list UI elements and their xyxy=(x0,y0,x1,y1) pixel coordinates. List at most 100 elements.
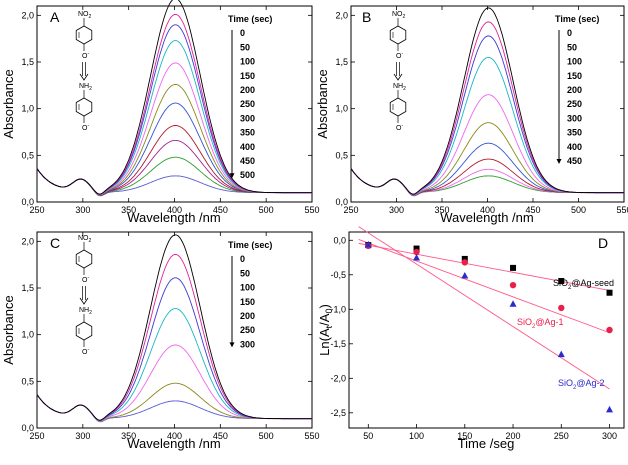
panel-a-xtick-label: 500 xyxy=(259,205,274,215)
panel-a-curve-t50 xyxy=(36,14,312,195)
panel-a-nitro-label: NO2 xyxy=(78,11,92,20)
panel-c-phenolate-top-label: O- xyxy=(82,275,89,284)
panel-c-ylabel: Absorbance xyxy=(1,295,16,364)
panel-a-curve-t350 xyxy=(36,125,312,196)
panel-a-phenolate-top-label: O- xyxy=(82,51,89,60)
panel-a-frame xyxy=(36,5,313,203)
panel-c-time-title: Time (sec) xyxy=(228,240,272,250)
panel-a-ytick-label: 1,0 xyxy=(21,104,34,114)
panel-c-curve-t300 xyxy=(36,394,312,423)
panel-b-time-350: 350 xyxy=(567,128,582,138)
panel-d-fit-line xyxy=(358,242,610,291)
panel-b-time-50: 50 xyxy=(567,42,577,52)
panel-d-point-ag1 xyxy=(509,281,517,289)
panel-b-ring-top xyxy=(389,25,407,45)
panel-a-time-50: 50 xyxy=(240,42,250,52)
panel-d-fit-line xyxy=(358,239,610,334)
panel-b-curve-t150 xyxy=(350,56,624,196)
panel-b-ytick-label: 2,0 xyxy=(335,10,348,20)
panel-b-time-legend: Time (sec) 0 50 100 150 200 250 300 350 400 450 xyxy=(555,14,599,166)
panel-a-xtick-label: 250 xyxy=(29,205,44,215)
panel-c-ytick-label: 1,0 xyxy=(21,330,34,340)
panel-d-ytick-label: -1,5 xyxy=(330,339,346,349)
panel-a-ring-top xyxy=(75,25,93,45)
panel-b-amine-label: NH2 xyxy=(393,83,406,92)
panel-d-point-seed xyxy=(413,245,420,252)
panel-a-xtick-label: 350 xyxy=(121,205,136,215)
panel-b-xtick-label: 550 xyxy=(616,205,628,215)
panel-c-letter: C xyxy=(50,235,60,251)
panel-b-reaction-scheme: NO2 O- NH2 O- xyxy=(389,11,407,132)
panel-d-ytick-label: -2,0 xyxy=(330,373,346,383)
panel-b-time-arrow-head xyxy=(556,159,562,164)
panel-a-time-legend: Time (sec) 0 50 100 150 200 250 300 350 400 450 500 xyxy=(228,14,272,180)
panel-a-ring-bottom xyxy=(75,97,93,117)
panel-a-time-250: 250 xyxy=(240,99,255,109)
panel-b-time-250: 250 xyxy=(567,99,582,109)
panel-a-time-0: 0 xyxy=(240,28,245,38)
panel-a-time-400: 400 xyxy=(240,142,255,152)
panel-b-curve-t50 xyxy=(350,21,624,195)
panel-b-curve-t450 xyxy=(350,168,624,197)
panel-c-reaction-scheme: NO2 O- NH2 O- xyxy=(75,235,93,356)
panel-b-time-100: 100 xyxy=(567,57,582,67)
panel-b-time-0: 0 xyxy=(567,28,572,38)
panel-b-phenolate-bottom-label: O- xyxy=(396,123,403,132)
panel-b-phenolate-top-label: O- xyxy=(396,51,403,60)
panel-a-time-arrow-head xyxy=(229,173,235,179)
panel-a-curve-t0 xyxy=(36,0,312,195)
panel-c-time-200: 200 xyxy=(240,311,255,321)
panel-b-curve-t0 xyxy=(350,7,624,195)
panel-b-xtick-label: 400 xyxy=(480,205,495,215)
panel-a-xtick-label: 400 xyxy=(167,205,182,215)
panel-a-xtick-label: 450 xyxy=(213,205,228,215)
panel-c-ytick-label: 2,0 xyxy=(21,236,34,246)
panel-d-ytick-label: -0,5 xyxy=(330,270,346,280)
panel-a-time-150: 150 xyxy=(240,71,255,81)
panel-d-point-ag2 xyxy=(606,405,614,413)
panel-a-curve-t300 xyxy=(36,102,312,196)
panel-c-time-legend: Time (sec) 0 50 100 150 200 250 300 xyxy=(228,240,272,349)
panel-d-series-label: SiO2@Ag-seed xyxy=(553,278,614,291)
panel-d-series-label: SiO2@Ag-1 xyxy=(517,317,564,330)
panel-b-ylabel: Absorbance xyxy=(315,69,330,138)
panel-c-nitro-label: NO2 xyxy=(78,235,92,244)
panel-a-xtick-label: 300 xyxy=(75,205,90,215)
panel-a-time-300: 300 xyxy=(240,113,255,123)
panel-c-xtick-label: 550 xyxy=(304,431,319,441)
panel-c-ring-top xyxy=(75,249,93,269)
panel-d-point-seed xyxy=(606,289,613,296)
panel-d-ytick-label: 0,0 xyxy=(333,235,346,245)
panel-c-ring-bottom xyxy=(75,321,93,341)
panel-a-ytick-label: 1,5 xyxy=(21,57,34,67)
panel-d-point-ag2 xyxy=(509,300,517,307)
panel-a-ytick-label: 0,0 xyxy=(21,197,34,207)
panel-d-ytick-label: -1,0 xyxy=(330,304,346,314)
panel-a-time-450: 450 xyxy=(240,156,255,166)
panel-b-xlabel: Wavelength /nm xyxy=(440,210,533,225)
panel-d-xtick-label: 50 xyxy=(363,431,373,441)
panel-a-time-350: 350 xyxy=(240,128,255,138)
panel-c-time-100: 100 xyxy=(240,283,255,293)
panel-c-ytick-label: 1,5 xyxy=(21,283,34,293)
panel-c-xtick-label: 300 xyxy=(75,431,90,441)
panel-b-ytick-label: 0,0 xyxy=(335,197,348,207)
panel-d-point-seed xyxy=(461,255,468,262)
panel-c-curve-t0 xyxy=(36,234,312,421)
panel-b-xtick-label: 300 xyxy=(389,205,404,215)
panel-b-xtick-label: 450 xyxy=(525,205,540,215)
panel-d-point-ag1 xyxy=(558,304,565,312)
panel-d-point-ag1 xyxy=(413,248,420,256)
panel-b-curve-t200 xyxy=(350,94,624,196)
panel-a-phenolate-bottom-label: O- xyxy=(82,123,89,132)
panel-d-point-ag1 xyxy=(461,259,468,266)
panel-d-point-ag2 xyxy=(557,350,565,358)
panel-c-time-0: 0 xyxy=(240,254,245,264)
panel-c-xlabel: Wavelength /nm xyxy=(127,436,220,451)
panel-b-frame xyxy=(350,5,625,203)
panel-c-time-arrow-head xyxy=(229,342,235,348)
panel-b-time-150: 150 xyxy=(567,71,582,81)
panel-b-xtick-label: 350 xyxy=(434,205,449,215)
panel-c-xtick-label: 350 xyxy=(121,431,136,441)
